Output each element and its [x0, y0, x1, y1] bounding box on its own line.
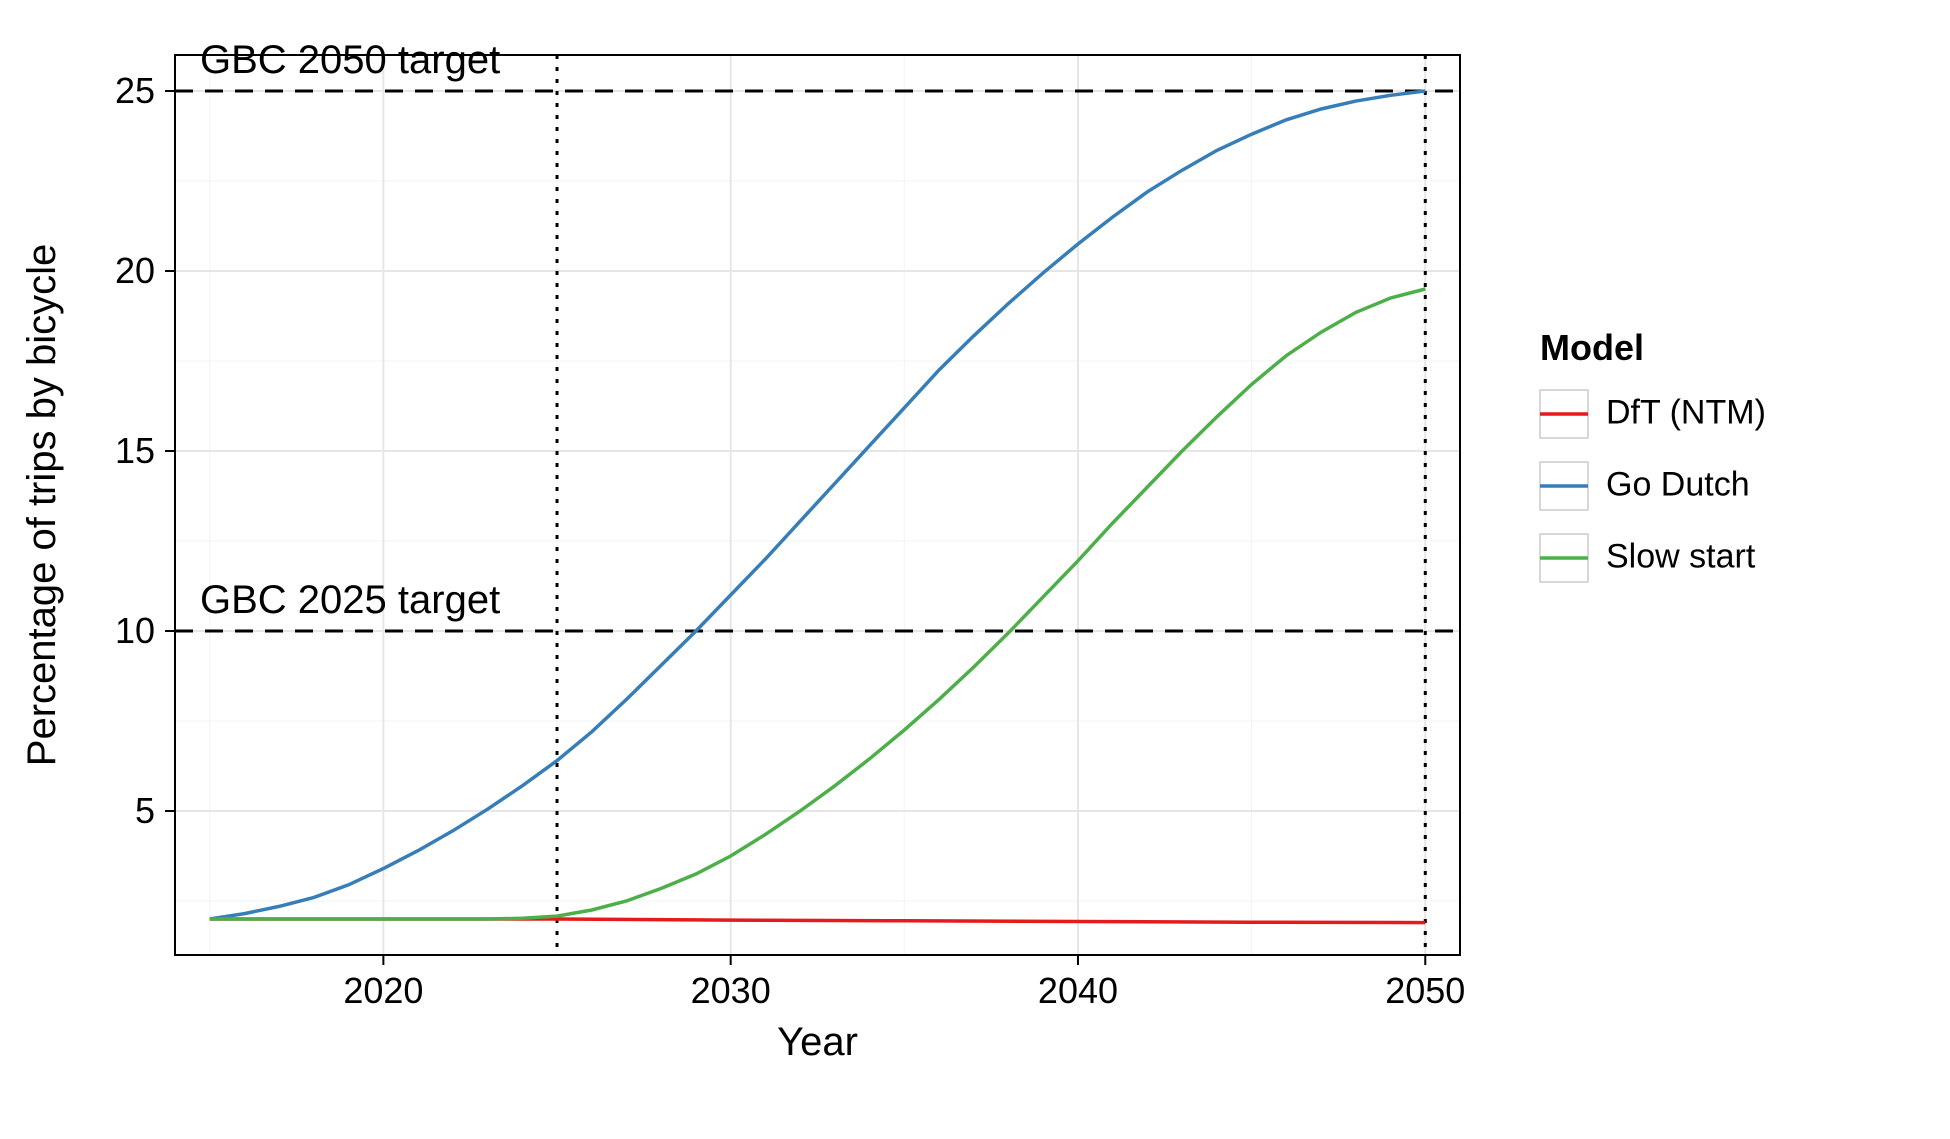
x-axis: 2020 2030 2040 2050	[343, 955, 1465, 1011]
legend-items: DfT (NTM) Go Dutch Slow start	[1540, 390, 1766, 582]
legend-label: Slow start	[1606, 538, 1756, 576]
legend-label: DfT (NTM)	[1606, 394, 1766, 432]
y-axis: 5 10 15 20 25	[115, 70, 175, 831]
y-tick-label: 15	[115, 430, 155, 471]
line-chart: 2020 2030 2040 2050 5 10 15 20 25 Year Percenta…	[0, 0, 1950, 1139]
x-axis-title: Year	[777, 1020, 858, 1064]
x-tick-label: 2030	[691, 970, 771, 1011]
x-tick-label: 2040	[1038, 970, 1118, 1011]
annotation-label: GBC 2025 target	[200, 578, 500, 622]
x-tick-label: 2050	[1385, 970, 1465, 1011]
legend: Model DfT (NTM) Go Dutch Slow start	[1540, 327, 1766, 582]
x-tick-label: 2020	[343, 970, 423, 1011]
legend-item: Slow start	[1540, 534, 1756, 582]
annotation-label: GBC 2050 target	[200, 38, 500, 82]
legend-title: Model	[1540, 327, 1644, 368]
y-axis-title: Percentage of trips by bicycle	[20, 244, 64, 766]
y-tick-label: 10	[115, 610, 155, 651]
y-tick-label: 5	[135, 790, 155, 831]
y-tick-label: 20	[115, 250, 155, 291]
legend-item: Go Dutch	[1540, 462, 1750, 510]
plot-panel-bg	[175, 55, 1460, 955]
y-tick-label: 25	[115, 70, 155, 111]
legend-item: DfT (NTM)	[1540, 390, 1766, 438]
legend-label: Go Dutch	[1606, 466, 1750, 504]
